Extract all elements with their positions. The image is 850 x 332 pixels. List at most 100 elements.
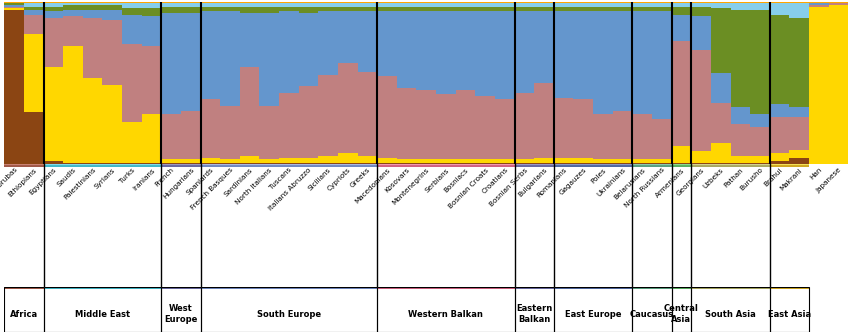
Bar [82, 78, 102, 163]
Bar [632, 7, 652, 11]
Text: Yorubas: Yorubas [0, 167, 19, 191]
Text: Japanese: Japanese [815, 167, 842, 194]
Text: Brahui: Brahui [763, 167, 784, 188]
Bar [574, 2, 593, 3]
Bar [535, 163, 554, 164]
Bar [751, 2, 770, 3]
Bar [43, 11, 63, 18]
Bar [122, 122, 142, 163]
Bar [554, 2, 574, 3]
Bar [652, 119, 672, 159]
Bar [82, 2, 102, 3]
Bar [790, 18, 809, 108]
Bar [201, 99, 220, 158]
Bar [377, 2, 397, 3]
Text: Gagauzes: Gagauzes [558, 167, 587, 196]
Bar [24, 7, 43, 10]
Bar [102, 163, 122, 164]
Text: West
Europe: West Europe [164, 304, 197, 324]
Bar [397, 159, 416, 163]
Bar [397, 11, 416, 88]
Bar [770, 15, 790, 104]
Bar [4, 2, 24, 3]
Bar [240, 163, 259, 164]
Bar [632, 163, 652, 164]
Bar [770, 3, 790, 15]
Bar [358, 3, 377, 7]
Text: East Asia: East Asia [768, 309, 811, 319]
Bar [162, 13, 181, 114]
Bar [122, 8, 142, 15]
Bar [691, 7, 711, 16]
Bar [416, 2, 436, 3]
Bar [358, 11, 377, 72]
Bar [377, 163, 397, 164]
Bar [790, 107, 809, 117]
Bar [220, 3, 240, 7]
Bar [63, 10, 82, 16]
Bar [672, 287, 691, 332]
Bar [4, 10, 24, 164]
Bar [82, 10, 102, 18]
Bar [652, 2, 672, 3]
Bar [495, 159, 514, 163]
Bar [240, 13, 259, 67]
Bar [43, 18, 63, 67]
Text: Bosnian Croats: Bosnian Croats [447, 167, 490, 209]
Bar [475, 159, 495, 163]
Bar [24, 10, 43, 15]
Bar [790, 2, 809, 3]
Bar [397, 2, 416, 3]
Bar [475, 2, 495, 3]
Bar [181, 2, 201, 3]
Bar [711, 103, 730, 143]
Bar [279, 158, 298, 163]
Bar [259, 7, 279, 13]
Bar [82, 18, 102, 78]
Bar [711, 3, 730, 8]
Bar [397, 7, 416, 11]
Bar [142, 8, 162, 16]
Text: Croatians: Croatians [480, 167, 509, 195]
Text: Saudis: Saudis [56, 167, 77, 188]
Text: Central
Asia: Central Asia [664, 304, 699, 324]
Bar [240, 7, 259, 13]
Bar [4, 3, 24, 5]
Bar [318, 163, 338, 164]
Text: Western Balkan: Western Balkan [409, 309, 484, 319]
Bar [82, 3, 102, 5]
Bar [318, 2, 338, 3]
Bar [632, 287, 672, 332]
Bar [770, 161, 790, 164]
Bar [24, 2, 43, 3]
Text: Makrani: Makrani [779, 167, 803, 191]
Bar [691, 287, 770, 332]
Bar [358, 163, 377, 164]
Bar [102, 5, 122, 10]
Bar [397, 163, 416, 164]
Text: Belarusians: Belarusians [613, 167, 647, 201]
Text: Egyptians: Egyptians [28, 167, 58, 196]
Bar [770, 287, 809, 332]
Bar [181, 159, 201, 163]
Bar [456, 3, 475, 7]
Bar [730, 108, 751, 124]
Bar [142, 3, 162, 8]
Bar [593, 163, 613, 164]
Bar [240, 67, 259, 156]
Bar [279, 2, 298, 3]
Bar [338, 7, 358, 11]
Bar [338, 163, 358, 164]
Bar [201, 163, 220, 164]
Bar [162, 114, 181, 159]
Bar [102, 20, 122, 85]
Bar [201, 2, 220, 3]
Bar [691, 163, 711, 164]
Bar [298, 86, 318, 158]
Bar [416, 3, 436, 7]
Bar [613, 2, 632, 3]
Bar [279, 3, 298, 7]
Bar [102, 3, 122, 5]
Text: Bulgarians: Bulgarians [517, 167, 548, 198]
Bar [377, 287, 514, 332]
